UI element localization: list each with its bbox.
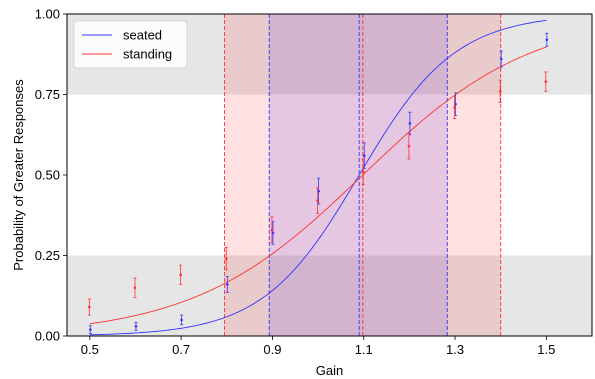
data-point-standing-3: [224, 247, 228, 271]
data-point-standing-0: [87, 298, 91, 316]
y-axis-label: Probability of Greater Responses: [11, 79, 26, 271]
point-marker: [225, 283, 229, 286]
x-tick-label-4: 1.3: [446, 342, 464, 357]
data-point-standing-8: [453, 95, 457, 120]
data-point-standing-7: [407, 132, 411, 160]
point-marker: [408, 122, 412, 125]
x-tick-label-2: 0.9: [263, 342, 281, 357]
y-tick-label-2: 0.50: [35, 168, 60, 183]
x-tick-label-3: 1.1: [355, 342, 373, 357]
data-point-seated-2: [180, 314, 184, 326]
x-axis: 0.5 0.7 0.9 1.1 1.3 1.5: [81, 336, 555, 357]
point-marker: [544, 80, 548, 83]
data-point-seated-3: [225, 276, 229, 293]
data-point-standing-9: [498, 79, 502, 103]
point-marker: [545, 38, 549, 42]
data-point-seated-9: [499, 50, 503, 68]
point-marker: [89, 328, 92, 331]
data-point-standing-10: [544, 71, 548, 92]
point-marker: [133, 286, 137, 290]
point-marker: [134, 325, 138, 328]
y-tick-label-0: 0.00: [35, 329, 60, 344]
point-marker: [88, 305, 91, 309]
point-marker: [224, 257, 228, 261]
x-axis-label: Gain: [316, 363, 343, 378]
data-point-standing-2: [179, 264, 183, 285]
curve-seated: [89, 19, 547, 336]
legend-label-standing: standing: [123, 47, 172, 62]
point-marker: [270, 228, 274, 232]
y-axis: 0.00 0.25 0.50 0.75 1.00: [35, 7, 67, 344]
curve-standing: [89, 46, 547, 325]
y-tick-label-4: 1.00: [35, 7, 60, 22]
y-tick-label-1: 0.25: [35, 248, 60, 263]
data-point-seated-10: [545, 32, 549, 47]
data-points: [87, 32, 549, 334]
point-marker: [361, 170, 365, 174]
point-marker: [498, 89, 502, 93]
point-marker: [362, 154, 366, 157]
data-point-standing-6: [361, 158, 365, 186]
point-marker: [180, 318, 183, 322]
legend: seated standing: [73, 20, 188, 69]
point-marker: [316, 199, 319, 203]
y-tick-label-3: 0.75: [35, 87, 60, 102]
fitted-curves: [89, 19, 547, 336]
threshold-region-seated: [269, 14, 448, 336]
data-point-seated-0: [88, 325, 92, 334]
legend-box: [73, 20, 188, 69]
x-tick-label-0: 0.5: [81, 342, 99, 357]
data-point-seated-6: [362, 142, 366, 169]
x-tick-label-1: 0.7: [172, 342, 190, 357]
legend-label-seated: seated: [123, 28, 162, 43]
data-point-seated-1: [134, 322, 138, 331]
point-marker: [179, 273, 182, 277]
x-tick-label-5: 1.5: [537, 342, 555, 357]
data-point-standing-4: [270, 216, 274, 244]
data-point-standing-5: [316, 187, 320, 215]
data-point-standing-1: [133, 277, 137, 298]
shaded-band-0: [67, 255, 592, 336]
point-marker: [499, 57, 503, 61]
point-marker: [407, 144, 411, 148]
point-marker: [453, 106, 456, 109]
